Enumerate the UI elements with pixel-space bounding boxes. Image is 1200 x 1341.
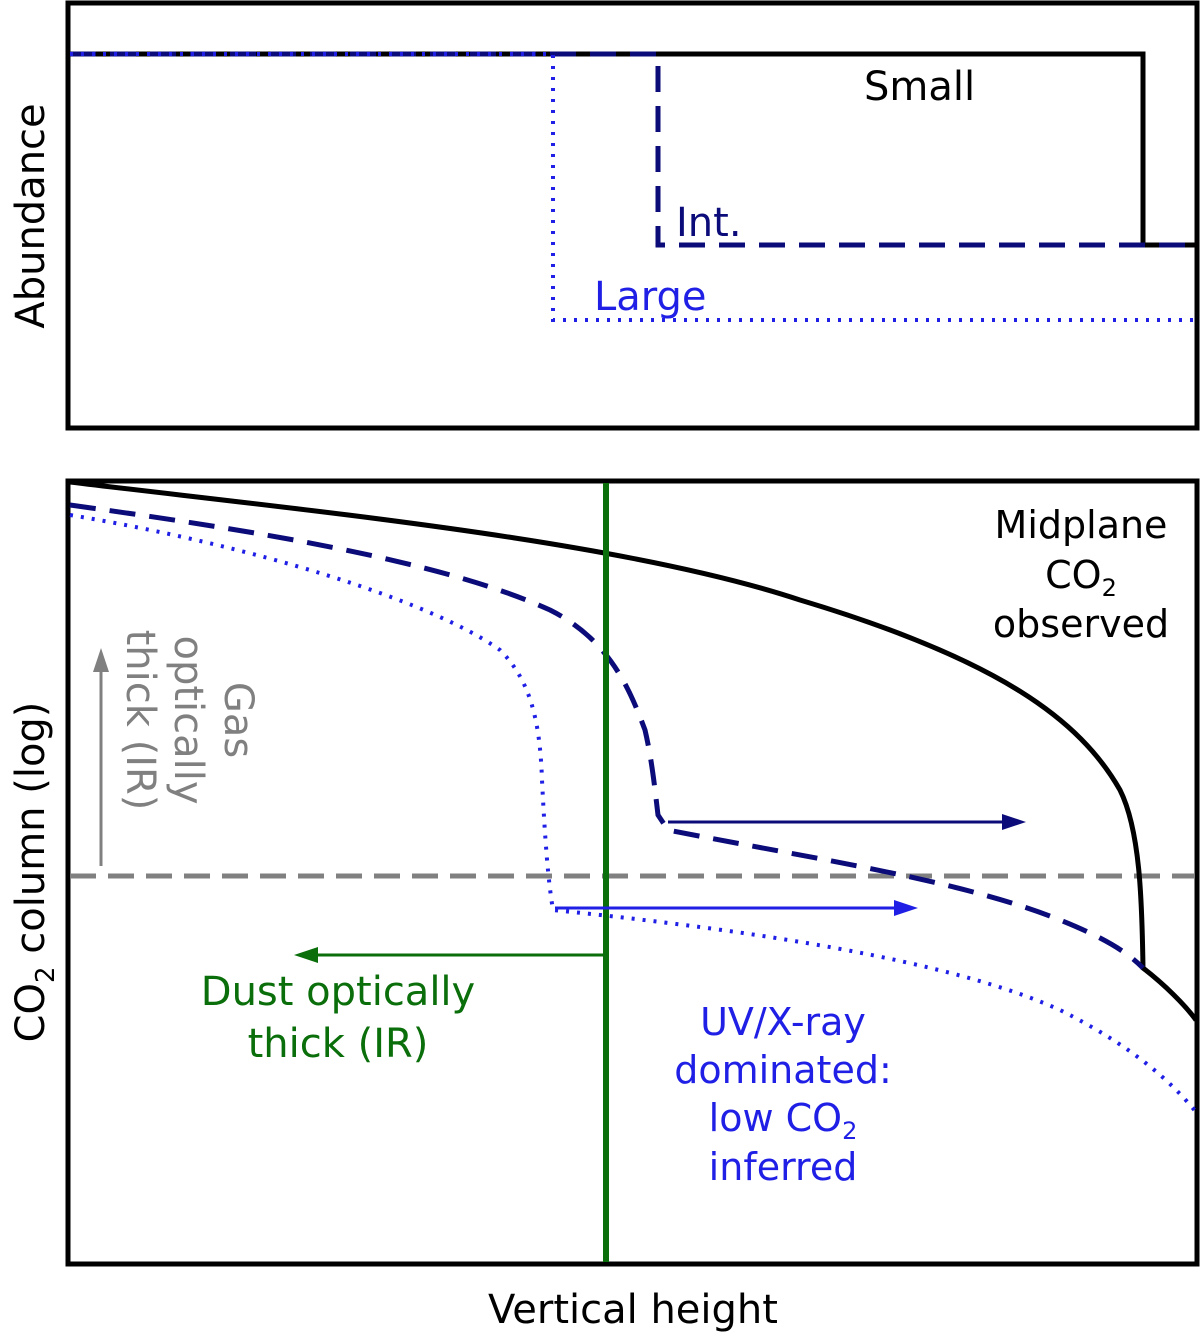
intermediate-arrow-head — [1002, 814, 1026, 830]
bottom-xlabel: Vertical height — [488, 1287, 778, 1333]
gas-label-line3: thick (IR) — [117, 630, 163, 811]
intermediate-abundance-line — [70, 51, 1195, 248]
small-abundance-line — [70, 51, 1195, 248]
small-label: Small — [864, 64, 975, 110]
bottom-ylabel-main: CO — [8, 983, 54, 1042]
dust-label-line2: thick (IR) — [248, 1021, 429, 1067]
intermediate-label: Int. — [676, 200, 742, 246]
uv-label-line3: low CO2 — [709, 1096, 858, 1145]
large-abundance-line — [70, 52, 1195, 322]
intermediate-column-curve — [69, 502, 1145, 970]
uv-label-line3-main: low CO — [709, 1096, 842, 1140]
bottom-ylabel-rest: column (log) — [8, 702, 54, 967]
midplane-label: Midplane CO2 observed — [993, 503, 1169, 646]
uv-label-line2: dominated: — [674, 1048, 892, 1092]
uv-label-line1: UV/X-ray — [700, 1000, 866, 1044]
top-panel-frame — [65, 0, 1200, 431]
bottom-panel-frame — [65, 478, 1200, 1267]
dust-label-line1: Dust optically — [201, 969, 475, 1015]
uv-label-line3-subscript: 2 — [842, 1117, 857, 1145]
midplane-line1: Midplane — [995, 503, 1168, 547]
midplane-line3: observed — [993, 602, 1169, 646]
gas-label-line1: Gas — [215, 682, 261, 758]
dust-label: Dust optically thick (IR) — [201, 969, 475, 1067]
gas-label: Gas optically thick (IR) — [117, 630, 261, 811]
midplane-line2: CO2 — [1045, 553, 1117, 602]
midplane-line2-main: CO — [1045, 553, 1101, 597]
large-column-curve — [69, 513, 1198, 1114]
bottom-ylabel: CO2 column (log) — [8, 702, 61, 1043]
uv-label: UV/X-ray dominated: low CO2 inferred — [674, 1000, 892, 1189]
dust-arrow-head — [294, 947, 318, 963]
uv-label-line4: inferred — [709, 1145, 858, 1189]
gas-label-line2: optically — [165, 635, 211, 804]
large-arrow-head — [894, 900, 918, 916]
midplane-line2-subscript: 2 — [1102, 574, 1117, 602]
gas-arrow-head — [93, 648, 109, 672]
small-column-curve — [69, 479, 1199, 1022]
large-label: Large — [594, 274, 707, 320]
top-ylabel: Abundance — [8, 103, 54, 328]
bottom-ylabel-subscript: 2 — [31, 966, 61, 983]
